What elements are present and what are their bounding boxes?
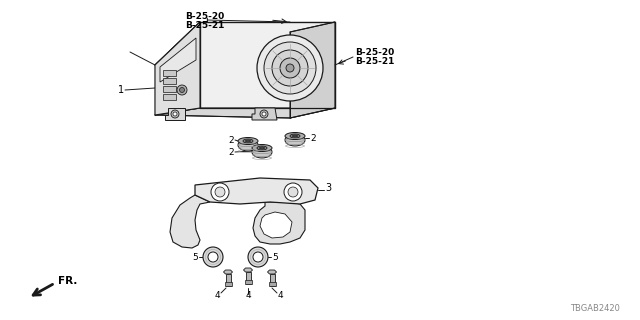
Polygon shape xyxy=(163,94,176,100)
Circle shape xyxy=(272,50,308,86)
Text: 3: 3 xyxy=(325,183,331,193)
Text: 4: 4 xyxy=(278,291,284,300)
Ellipse shape xyxy=(243,139,253,143)
Circle shape xyxy=(208,252,218,262)
Circle shape xyxy=(173,112,177,116)
Polygon shape xyxy=(223,270,232,274)
Ellipse shape xyxy=(292,135,298,137)
Ellipse shape xyxy=(285,132,305,140)
Text: 2: 2 xyxy=(228,148,234,156)
Ellipse shape xyxy=(257,146,267,150)
Text: TBGAB2420: TBGAB2420 xyxy=(570,304,620,313)
Text: 2: 2 xyxy=(310,133,316,142)
Polygon shape xyxy=(290,22,335,118)
Circle shape xyxy=(203,247,223,267)
Text: B-25-21: B-25-21 xyxy=(185,20,225,29)
Polygon shape xyxy=(165,108,185,120)
Polygon shape xyxy=(163,70,176,76)
Text: 1: 1 xyxy=(118,85,124,95)
Polygon shape xyxy=(225,274,230,286)
Text: B-25-20: B-25-20 xyxy=(355,47,394,57)
Circle shape xyxy=(253,252,263,262)
Polygon shape xyxy=(269,282,275,286)
Polygon shape xyxy=(268,270,276,274)
Ellipse shape xyxy=(290,134,300,138)
Text: B-25-21: B-25-21 xyxy=(355,57,394,66)
Text: 4: 4 xyxy=(214,291,220,300)
Text: FR.: FR. xyxy=(58,276,77,286)
Polygon shape xyxy=(170,195,210,248)
Circle shape xyxy=(248,247,268,267)
Ellipse shape xyxy=(252,146,272,158)
Polygon shape xyxy=(163,86,176,92)
Polygon shape xyxy=(195,178,318,204)
Ellipse shape xyxy=(285,134,305,146)
Text: 5: 5 xyxy=(272,252,278,261)
Text: 2: 2 xyxy=(228,135,234,145)
Ellipse shape xyxy=(252,145,272,151)
Ellipse shape xyxy=(259,147,264,149)
Circle shape xyxy=(284,183,302,201)
Polygon shape xyxy=(253,202,305,244)
Ellipse shape xyxy=(246,140,250,142)
Text: 4: 4 xyxy=(245,292,251,300)
Polygon shape xyxy=(155,22,200,115)
Polygon shape xyxy=(243,268,253,272)
Polygon shape xyxy=(155,108,335,118)
Ellipse shape xyxy=(238,139,258,151)
Polygon shape xyxy=(269,274,275,286)
Polygon shape xyxy=(200,22,335,108)
Circle shape xyxy=(179,87,184,92)
Text: B-25-20: B-25-20 xyxy=(185,12,224,20)
Polygon shape xyxy=(225,282,232,286)
Polygon shape xyxy=(160,38,196,82)
Circle shape xyxy=(215,187,225,197)
Polygon shape xyxy=(163,78,176,84)
Circle shape xyxy=(260,110,268,118)
Circle shape xyxy=(288,187,298,197)
Circle shape xyxy=(264,42,316,94)
Polygon shape xyxy=(244,280,252,284)
Circle shape xyxy=(286,64,294,72)
Circle shape xyxy=(257,35,323,101)
Polygon shape xyxy=(260,212,292,238)
Circle shape xyxy=(211,183,229,201)
Ellipse shape xyxy=(238,138,258,145)
Polygon shape xyxy=(252,108,277,120)
Circle shape xyxy=(177,85,187,95)
Circle shape xyxy=(280,58,300,78)
Text: 5: 5 xyxy=(192,252,198,261)
Circle shape xyxy=(171,110,179,118)
Circle shape xyxy=(262,112,266,116)
Polygon shape xyxy=(246,272,250,284)
